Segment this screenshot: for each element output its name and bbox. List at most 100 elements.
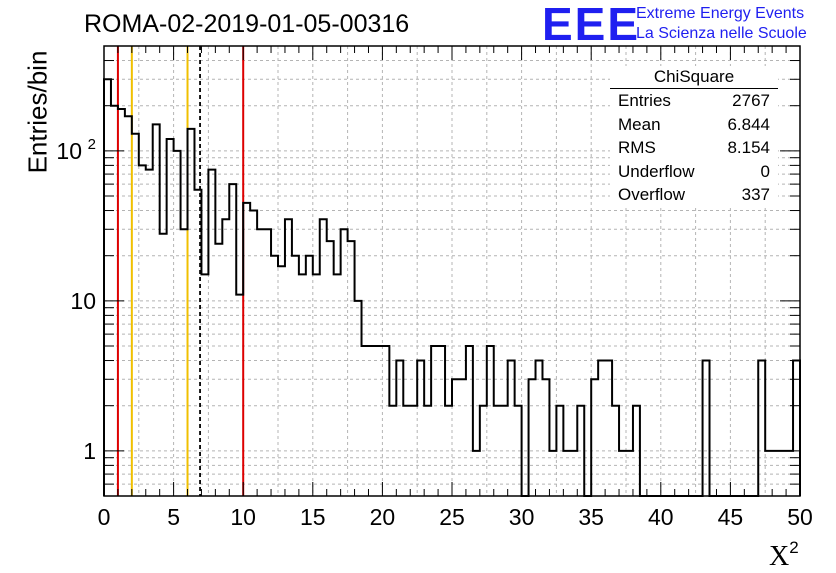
- histogram-bin: [633, 406, 640, 496]
- stats-title: ChiSquare: [610, 66, 778, 89]
- histogram-bin: [320, 219, 327, 496]
- x-tick-label: 40: [648, 504, 674, 530]
- histogram-bin: [278, 266, 285, 496]
- x-tick-label: 30: [509, 504, 535, 530]
- x-tick-label: 10: [230, 504, 256, 530]
- stats-label: Entries: [618, 91, 671, 110]
- histogram-bin: [299, 274, 306, 496]
- histogram-bin: [459, 379, 466, 496]
- histogram-bin: [549, 451, 556, 496]
- stats-label: RMS: [618, 138, 656, 157]
- x-tick-label: 0: [98, 504, 111, 530]
- histogram-bin: [765, 451, 772, 496]
- stats-row-entries: Entries 2767: [610, 89, 778, 113]
- histogram-bin: [188, 129, 195, 496]
- histogram-bin: [515, 406, 522, 496]
- histogram-bin: [494, 406, 501, 496]
- histogram-bin: [243, 203, 250, 496]
- histogram-bin: [452, 379, 459, 496]
- histogram-bin: [772, 451, 779, 496]
- stats-box: ChiSquare Entries 2767 Mean 6.844 RMS 8.154…: [610, 66, 778, 207]
- histogram-bin: [201, 274, 208, 496]
- stats-row-rms: RMS 8.154: [610, 136, 778, 160]
- histogram-bin: [591, 379, 598, 496]
- histogram-bin: [292, 256, 299, 496]
- histogram-bin: [577, 406, 584, 496]
- histogram-bin: [334, 274, 341, 496]
- x-axis-label: X2: [769, 538, 799, 573]
- histogram-bin: [403, 406, 410, 496]
- histogram-bin: [348, 241, 355, 496]
- histogram-bin: [327, 241, 334, 496]
- stats-value: 8.154: [727, 138, 770, 157]
- stats-label: Mean: [618, 114, 661, 134]
- histogram-bin: [118, 109, 125, 496]
- histogram-bin: [536, 361, 543, 496]
- stats-row-overflow: Overflow 337: [610, 183, 778, 207]
- histogram-bin: [480, 406, 487, 496]
- histogram-bin: [508, 361, 515, 496]
- histogram-bin: [793, 361, 800, 496]
- histogram-bin: [208, 170, 215, 496]
- histogram-bin: [424, 406, 431, 496]
- histogram-bin: [473, 451, 480, 496]
- stats-label: Overflow: [618, 185, 686, 204]
- stats-label: Underflow: [618, 161, 695, 181]
- histogram-bin: [125, 116, 132, 496]
- x-axis-label-main: X: [769, 541, 790, 572]
- histogram-bin: [222, 219, 229, 496]
- histogram-bin: [264, 229, 271, 496]
- histogram-bin: [146, 170, 153, 496]
- y-tick-label: 10: [70, 288, 96, 314]
- histogram-bin: [619, 451, 626, 496]
- histogram-bin: [382, 346, 389, 496]
- x-tick-label: 45: [718, 504, 744, 530]
- histogram-bin: [271, 256, 278, 496]
- histogram-bin: [410, 406, 417, 496]
- histogram-bin: [445, 406, 452, 496]
- brand-text: Extreme Energy Events La Scienza nelle S…: [636, 4, 807, 44]
- histogram-bin: [542, 379, 549, 496]
- histogram-bin: [229, 184, 236, 496]
- histogram-bin: [306, 256, 313, 496]
- run-title: ROMA-02-2019-01-05-00316: [84, 10, 410, 38]
- histogram-bin: [174, 151, 181, 496]
- stats-value: 2767: [732, 91, 770, 110]
- histogram-bin: [703, 361, 710, 496]
- y-tick-label-exponent: 2: [88, 136, 96, 153]
- y-tick-label: 10: [56, 138, 82, 164]
- histogram-bin: [368, 346, 375, 496]
- stats-row-mean: Mean 6.844: [610, 113, 778, 137]
- x-tick-label: 35: [578, 504, 604, 530]
- histogram-bin: [466, 346, 473, 496]
- histogram-bin: [501, 406, 508, 496]
- histogram-bin: [417, 361, 424, 496]
- histogram-bin: [375, 346, 382, 496]
- histogram-bin: [570, 451, 577, 496]
- histogram-bin: [612, 406, 619, 496]
- histogram-bin: [758, 361, 765, 496]
- histogram-bin: [438, 346, 445, 496]
- histogram-bin: [104, 79, 111, 496]
- x-tick-label: 20: [370, 504, 396, 530]
- histogram-bin: [313, 274, 320, 496]
- histogram-bin: [556, 406, 563, 496]
- histogram-bin: [341, 229, 348, 496]
- histogram-bin: [236, 295, 243, 496]
- stats-value: 0: [760, 161, 770, 181]
- x-tick-label: 25: [439, 504, 465, 530]
- histogram-bin: [487, 346, 494, 496]
- histogram-bin: [167, 139, 174, 496]
- histogram-bin: [160, 234, 167, 496]
- x-tick-label: 5: [167, 504, 180, 530]
- x-tick-label: 15: [300, 504, 326, 530]
- x-tick-label: 50: [787, 504, 813, 530]
- histogram-bin: [779, 451, 786, 496]
- y-tick-label: 1: [83, 438, 96, 464]
- histogram-bin: [250, 211, 257, 496]
- histogram-bin: [257, 229, 264, 496]
- histogram-bin: [396, 361, 403, 496]
- histogram-bin: [153, 124, 160, 496]
- brand-line-2: La Scienza nelle Scuole: [636, 25, 807, 42]
